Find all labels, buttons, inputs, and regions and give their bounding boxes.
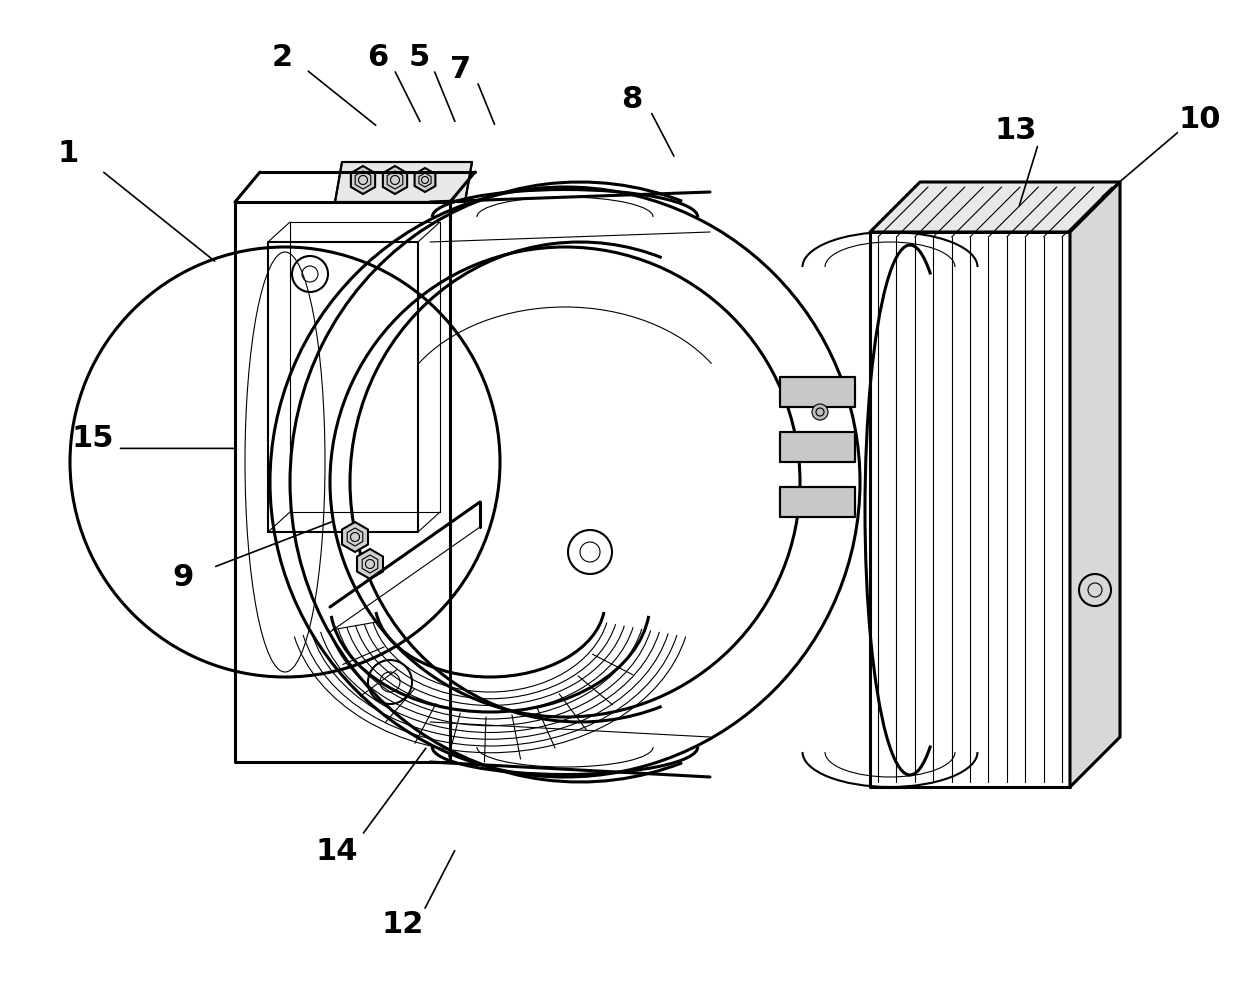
Polygon shape (357, 549, 383, 579)
Text: 14: 14 (316, 836, 358, 866)
Polygon shape (781, 432, 855, 462)
Polygon shape (781, 487, 855, 517)
Text: 5: 5 (408, 43, 430, 72)
Text: 8: 8 (621, 84, 643, 114)
Polygon shape (781, 377, 855, 407)
Polygon shape (870, 182, 1120, 232)
Text: 12: 12 (382, 910, 424, 939)
Circle shape (812, 404, 828, 420)
Polygon shape (342, 522, 368, 552)
Polygon shape (335, 162, 472, 202)
Text: 2: 2 (271, 43, 294, 72)
Text: 1: 1 (57, 139, 79, 169)
Text: 9: 9 (172, 562, 195, 592)
Text: 15: 15 (72, 424, 114, 453)
Text: 10: 10 (1178, 104, 1220, 134)
Text: 6: 6 (367, 43, 389, 72)
Polygon shape (1070, 182, 1120, 787)
Polygon shape (351, 166, 375, 194)
Text: 13: 13 (995, 116, 1037, 146)
Text: 7: 7 (450, 55, 472, 84)
Polygon shape (415, 168, 435, 192)
Polygon shape (383, 166, 408, 194)
